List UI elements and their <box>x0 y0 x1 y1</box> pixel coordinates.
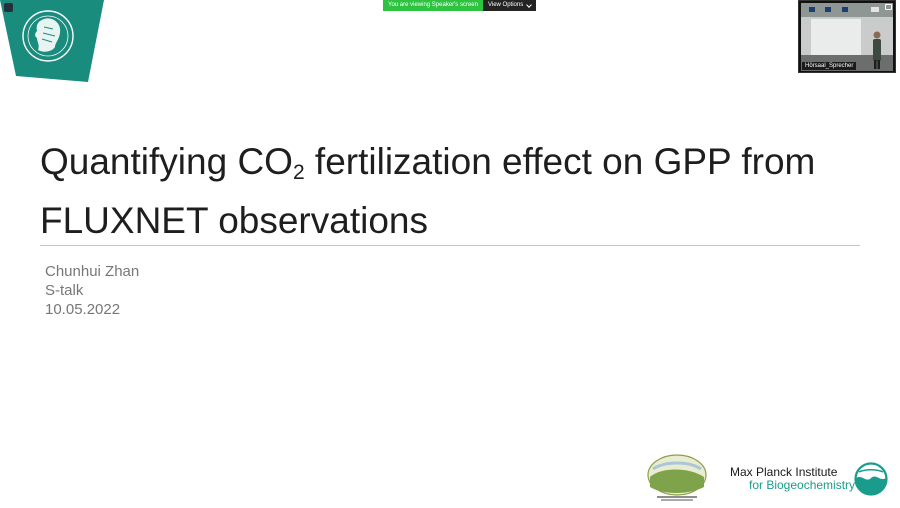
institute-name-line1: Max Planck Institute <box>730 465 838 479</box>
imprs-logo <box>645 453 709 503</box>
max-planck-society-logo <box>0 0 104 82</box>
slide-meta: Chunhui Zhan S-talk 10.05.2022 <box>45 262 139 319</box>
screen-share-banner: You are viewing Speaker's screen View Op… <box>383 0 537 11</box>
participant-video-tile[interactable]: Hörsaal_Sprecher <box>798 0 896 73</box>
participant-name-label: Hörsaal_Sprecher <box>802 62 857 70</box>
title-text-start: Quantifying CO <box>40 141 293 182</box>
view-options-label: View Options <box>487 2 524 8</box>
author-name: Chunhui Zhan <box>45 263 140 280</box>
view-options-button[interactable]: View Options <box>482 0 537 11</box>
slide-title: Quantifying CO2 fertilization effect on … <box>40 138 860 245</box>
tile-options-icon[interactable] <box>885 4 892 10</box>
institute-name-line2: for Biogeochemistry <box>749 478 856 492</box>
talk-date: 10.05.2022 <box>45 301 121 318</box>
event-name: S-talk <box>45 282 84 299</box>
title-subscript: 2 <box>292 161 305 184</box>
title-text-end: fertilization effect on GPP from FLUXNET… <box>40 141 816 241</box>
shield-icon <box>4 3 13 12</box>
biogeochemistry-emblem-icon <box>854 462 888 496</box>
imprs-logo-graphic <box>647 454 707 501</box>
institute-name: Max Planck Institute for Biogeochemistry <box>730 466 855 492</box>
title-divider <box>40 245 860 246</box>
chevron-down-icon <box>526 1 533 8</box>
video-feed <box>801 3 893 71</box>
viewing-screen-notice: You are viewing Speaker's screen <box>383 0 483 11</box>
